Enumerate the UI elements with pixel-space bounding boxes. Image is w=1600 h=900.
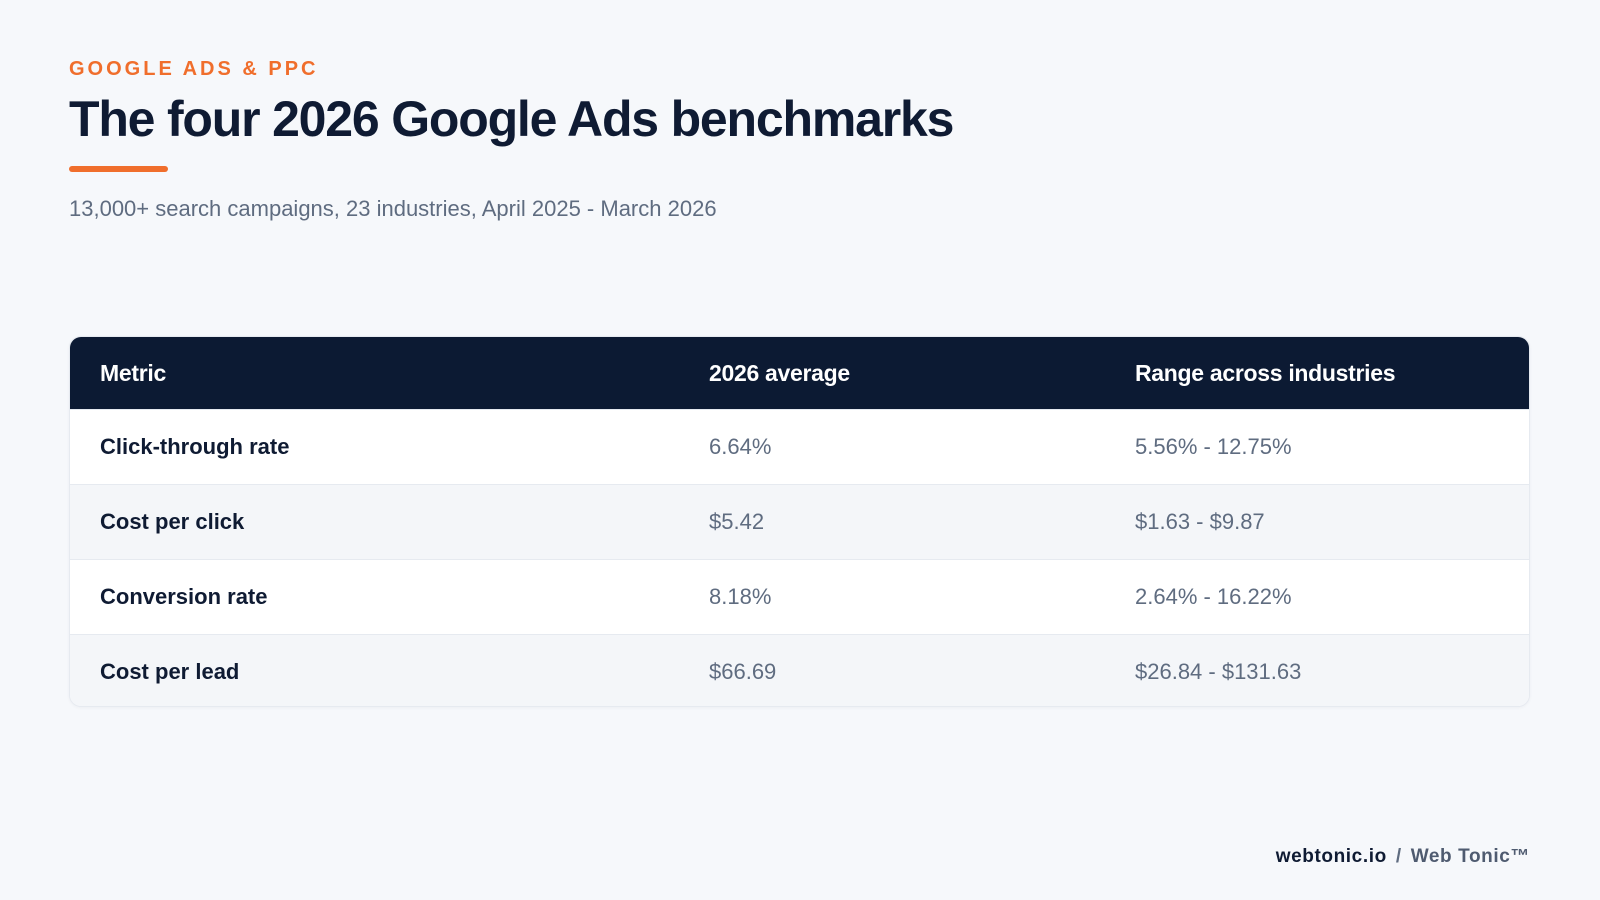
column-header-range: Range across industries: [1135, 359, 1396, 386]
average-cell: 8.18%: [709, 584, 772, 609]
benchmarks-table: Metric 2026 average Range across industr…: [69, 336, 1530, 707]
metric-cell: Click-through rate: [100, 434, 290, 459]
table-row: Cost per lead $66.69 $26.84 - $131.63: [70, 634, 1529, 706]
footer-domain: webtonic.io: [1275, 846, 1387, 867]
column-header-average: 2026 average: [709, 359, 850, 386]
page-subtitle: 13,000+ search campaigns, 23 industries,…: [69, 196, 717, 221]
range-cell: 5.56% - 12.75%: [1135, 434, 1292, 459]
footer-credit: webtonic.io / Web Tonic™: [1276, 846, 1530, 868]
column-header-metric: Metric: [100, 359, 166, 386]
table-header-row: Metric 2026 average Range across industr…: [70, 337, 1529, 409]
eyebrow-label: GOOGLE ADS & PPC: [69, 58, 319, 80]
metric-cell: Cost per lead: [100, 659, 240, 684]
table-row: Conversion rate 8.18% 2.64% - 16.22%: [70, 559, 1529, 634]
range-cell: $1.63 - $9.87: [1135, 509, 1265, 534]
metric-cell: Cost per click: [100, 509, 245, 534]
range-cell: 2.64% - 16.22%: [1135, 584, 1292, 609]
table-row: Click-through rate 6.64% 5.56% - 12.75%: [70, 409, 1529, 484]
footer-separator: /: [1395, 846, 1402, 867]
footer-brand: Web Tonic™: [1410, 846, 1530, 867]
slide: GOOGLE ADS & PPC The four 2026 Google Ad…: [69, 0, 1530, 900]
title-accent-rule: [69, 166, 168, 172]
average-cell: $5.42: [709, 509, 765, 534]
range-cell: $26.84 - $131.63: [1135, 659, 1302, 684]
metric-cell: Conversion rate: [100, 584, 268, 609]
average-cell: $66.69: [709, 659, 777, 684]
page-title: The four 2026 Google Ads benchmarks: [69, 91, 954, 147]
table-row: Cost per click $5.42 $1.63 - $9.87: [70, 484, 1529, 559]
average-cell: 6.64%: [709, 434, 772, 459]
